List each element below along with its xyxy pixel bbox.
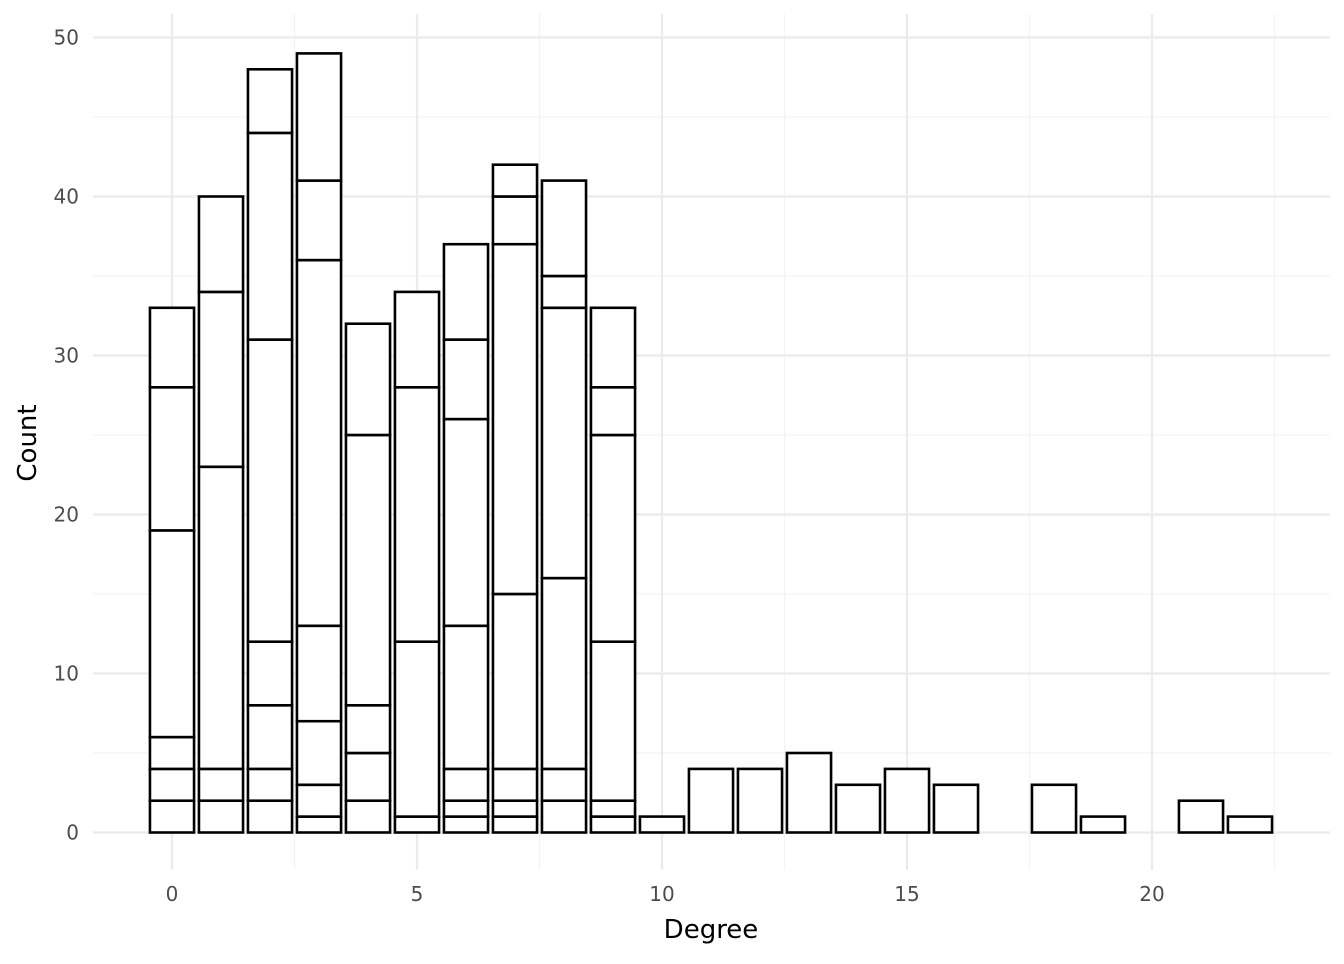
bars <box>148 52 1274 834</box>
bar-segment-degree-8-0 <box>540 799 588 834</box>
bar-segment-degree-9-0 <box>589 815 637 834</box>
y-tick-label: 30 <box>54 344 79 368</box>
bar-segment-degree-7-3 <box>491 592 539 771</box>
bar-segment-degree-16-0 <box>932 783 980 834</box>
bar-segment-degree-9-1 <box>589 799 637 818</box>
y-axis-title: Count <box>13 404 43 481</box>
bar-segment-degree-7-2 <box>491 767 539 803</box>
bar-segment-degree-9-2 <box>589 640 637 803</box>
x-tick-label: 10 <box>649 882 674 906</box>
bar-segment-degree-8-1 <box>540 767 588 803</box>
bar-segment-degree-3-3 <box>295 624 343 723</box>
bar-segment-degree-8-2 <box>540 576 588 771</box>
bar-segment-degree-7-5 <box>491 195 539 246</box>
bar-segment-degree-1-4 <box>197 195 245 294</box>
bar-segment-degree-14-0 <box>834 783 882 834</box>
bar-segment-degree-2-4 <box>246 338 294 644</box>
bar-segment-degree-8-3 <box>540 306 588 580</box>
bar-segment-degree-5-0 <box>393 815 441 834</box>
bar-segment-degree-22-0 <box>1226 815 1274 834</box>
bar-segment-degree-21-0 <box>1177 799 1225 834</box>
bar-segment-degree-6-5 <box>442 338 490 421</box>
y-tick-label: 0 <box>66 821 79 845</box>
bar-segment-degree-9-5 <box>589 306 637 389</box>
bar-segment-degree-12-0 <box>736 767 784 834</box>
bar-segment-degree-8-5 <box>540 179 588 278</box>
bar-segment-degree-8-4 <box>540 274 588 310</box>
bar-segment-degree-1-1 <box>197 767 245 803</box>
bar-segment-degree-0-1 <box>148 767 196 803</box>
bar-segment-degree-1-3 <box>197 290 245 469</box>
bar-segment-degree-5-2 <box>393 385 441 643</box>
bar-segment-degree-7-0 <box>491 815 539 834</box>
bar-segment-degree-15-0 <box>883 767 931 834</box>
x-tick-label: 5 <box>411 882 424 906</box>
bar-segment-degree-4-2 <box>344 703 392 755</box>
bar-segment-degree-0-2 <box>148 735 196 771</box>
bar-segment-degree-4-0 <box>344 799 392 834</box>
bar-segment-degree-10-0 <box>638 815 686 834</box>
bar-segment-degree-6-0 <box>442 815 490 834</box>
bar-segment-degree-6-1 <box>442 799 490 818</box>
bar-segment-degree-3-4 <box>295 258 343 628</box>
bar-segment-degree-0-4 <box>148 385 196 532</box>
bar-segment-degree-3-0 <box>295 815 343 834</box>
bar-segment-degree-1-0 <box>197 799 245 834</box>
bar-segment-degree-0-5 <box>148 306 196 389</box>
bar-segment-degree-7-6 <box>491 163 539 198</box>
bar-segment-degree-9-4 <box>589 385 637 437</box>
bar-segment-degree-9-3 <box>589 433 637 643</box>
bar-segment-degree-0-3 <box>148 529 196 739</box>
y-tick-label: 50 <box>54 26 79 50</box>
bar-segment-degree-18-0 <box>1030 783 1078 834</box>
y-tick-label: 40 <box>54 185 79 209</box>
bar-segment-degree-4-3 <box>344 433 392 707</box>
bar-segment-degree-2-0 <box>246 799 294 834</box>
bar-segment-degree-0-0 <box>148 799 196 834</box>
tick-labels: 0 10 20 30 40 50 0 5 10 15 20 <box>54 26 1165 907</box>
x-axis-title: Degree <box>664 915 759 945</box>
bar-segment-degree-6-6 <box>442 242 490 341</box>
bar-segment-degree-1-2 <box>197 465 245 771</box>
bar-segment-degree-5-1 <box>393 640 441 818</box>
bar-segment-degree-2-1 <box>246 767 294 803</box>
bar-segment-degree-7-4 <box>491 242 539 596</box>
bar-segment-degree-6-2 <box>442 767 490 803</box>
bar-segment-degree-6-3 <box>442 624 490 771</box>
bar-segment-degree-2-2 <box>246 703 294 771</box>
bar-segment-degree-2-3 <box>246 640 294 707</box>
bar-segment-degree-2-5 <box>246 131 294 341</box>
bar-segment-degree-7-1 <box>491 799 539 818</box>
bar-segment-degree-3-1 <box>295 783 343 818</box>
bar-segment-degree-19-0 <box>1079 815 1127 834</box>
bar-segment-degree-11-0 <box>687 767 735 834</box>
bar-segment-degree-3-5 <box>295 179 343 262</box>
bar-segment-degree-4-1 <box>344 751 392 803</box>
bar-segment-degree-4-4 <box>344 322 392 437</box>
x-tick-label: 0 <box>166 882 179 906</box>
y-tick-label: 20 <box>54 503 79 527</box>
x-tick-label: 15 <box>894 882 919 906</box>
bar-segment-degree-2-6 <box>246 68 294 135</box>
bar-segment-degree-5-3 <box>393 290 441 389</box>
bar-segment-degree-13-0 <box>785 751 833 834</box>
y-tick-label: 10 <box>54 662 79 686</box>
x-tick-label: 20 <box>1139 882 1164 906</box>
bar-segment-degree-6-4 <box>442 417 490 628</box>
bar-segment-degree-3-2 <box>295 719 343 787</box>
bar-segment-degree-3-6 <box>295 52 343 182</box>
